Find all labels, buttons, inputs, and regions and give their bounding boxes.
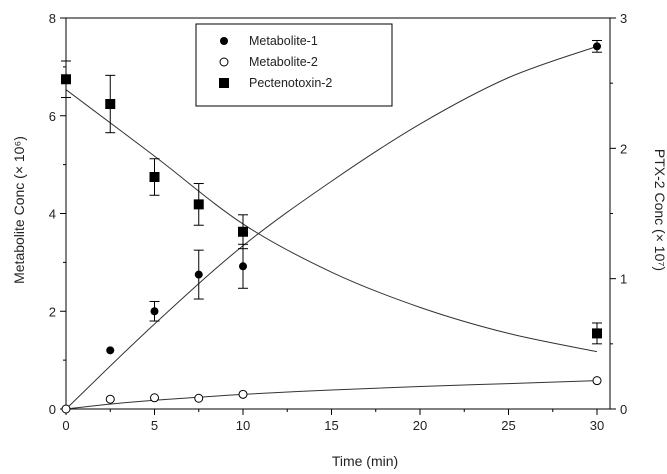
- legend-label-metabolite-2: Metabolite-2: [249, 55, 318, 69]
- pectenotoxin-2-point: [149, 172, 160, 183]
- x-tick-label: 25: [501, 418, 515, 433]
- metabolite-2-point: [150, 393, 159, 403]
- labels: Time (min) Metabolite Conc (× 10⁶) PTX-2…: [11, 136, 667, 469]
- legend-marker-metabolite-1: [220, 37, 228, 45]
- left-axis-title: Metabolite Conc (× 10⁶): [11, 136, 27, 284]
- pectenotoxin-2-point: [592, 328, 602, 339]
- right-y-tick-label: 1: [620, 272, 627, 287]
- metabolite-2-fit-line: [65, 380, 598, 410]
- x-tick-label: 20: [413, 418, 427, 433]
- metabolite-1-point: [593, 42, 601, 51]
- pectenotoxin-2-point: [105, 99, 116, 110]
- legend-label-pectenotoxin-2: Pectenotoxin-2: [249, 76, 332, 90]
- left-y-tick-label: 6: [49, 109, 56, 124]
- left-y-tick-label: 2: [49, 304, 56, 319]
- left-y-tick-label: 8: [49, 11, 56, 26]
- x-axis-title: Time (min): [332, 453, 398, 469]
- x-tick-label: 15: [324, 418, 338, 433]
- fit-curves: [65, 45, 598, 410]
- pectenotoxin-2-point: [193, 199, 204, 210]
- right-axis-title: PTX-2 Conc (× 10⁷): [652, 149, 667, 271]
- x-tick-label: 30: [590, 418, 604, 433]
- pectenotoxin-2-point: [61, 74, 71, 85]
- right-y-tick-label: 3: [620, 11, 627, 26]
- metabolite-1-point: [194, 270, 203, 279]
- axes: 0 5 10 15 20 25 30 0 2 4 6 8 0 1 2 3: [49, 11, 627, 433]
- legend-marker-metabolite-2: [219, 57, 229, 67]
- x-tick-label: 10: [236, 418, 250, 433]
- legend-label-metabolite-1: Metabolite-1: [249, 34, 318, 48]
- metabolite-1-point: [106, 346, 115, 355]
- x-tick-label: 0: [62, 418, 69, 433]
- metabolite-2-point: [592, 376, 602, 386]
- left-y-tick-label: 4: [49, 207, 56, 222]
- x-tick-label: 5: [151, 418, 158, 433]
- pectenotoxin-2-fit-line: [65, 89, 598, 353]
- legend-box: [195, 23, 393, 107]
- metabolite-1-point: [150, 307, 159, 316]
- legend-marker-pectenotoxin-2: [219, 78, 229, 88]
- metabolite-1-point: [239, 262, 247, 271]
- left-y-tick-label: 0: [49, 402, 56, 417]
- metabolite-1-fit-line: [65, 45, 598, 410]
- data-points: [61, 42, 602, 414]
- metabolite-2-point: [194, 393, 204, 403]
- legend: Metabolite-1 Metabolite-2 Pectenotoxin-2: [195, 23, 393, 107]
- right-y-tick-label: 0: [620, 402, 627, 417]
- origin-point: [61, 404, 71, 414]
- pectenotoxin-2-point: [238, 226, 248, 237]
- metabolite-2-point: [105, 394, 115, 404]
- right-y-tick-label: 2: [620, 141, 627, 156]
- metabolite-2-point: [238, 389, 248, 399]
